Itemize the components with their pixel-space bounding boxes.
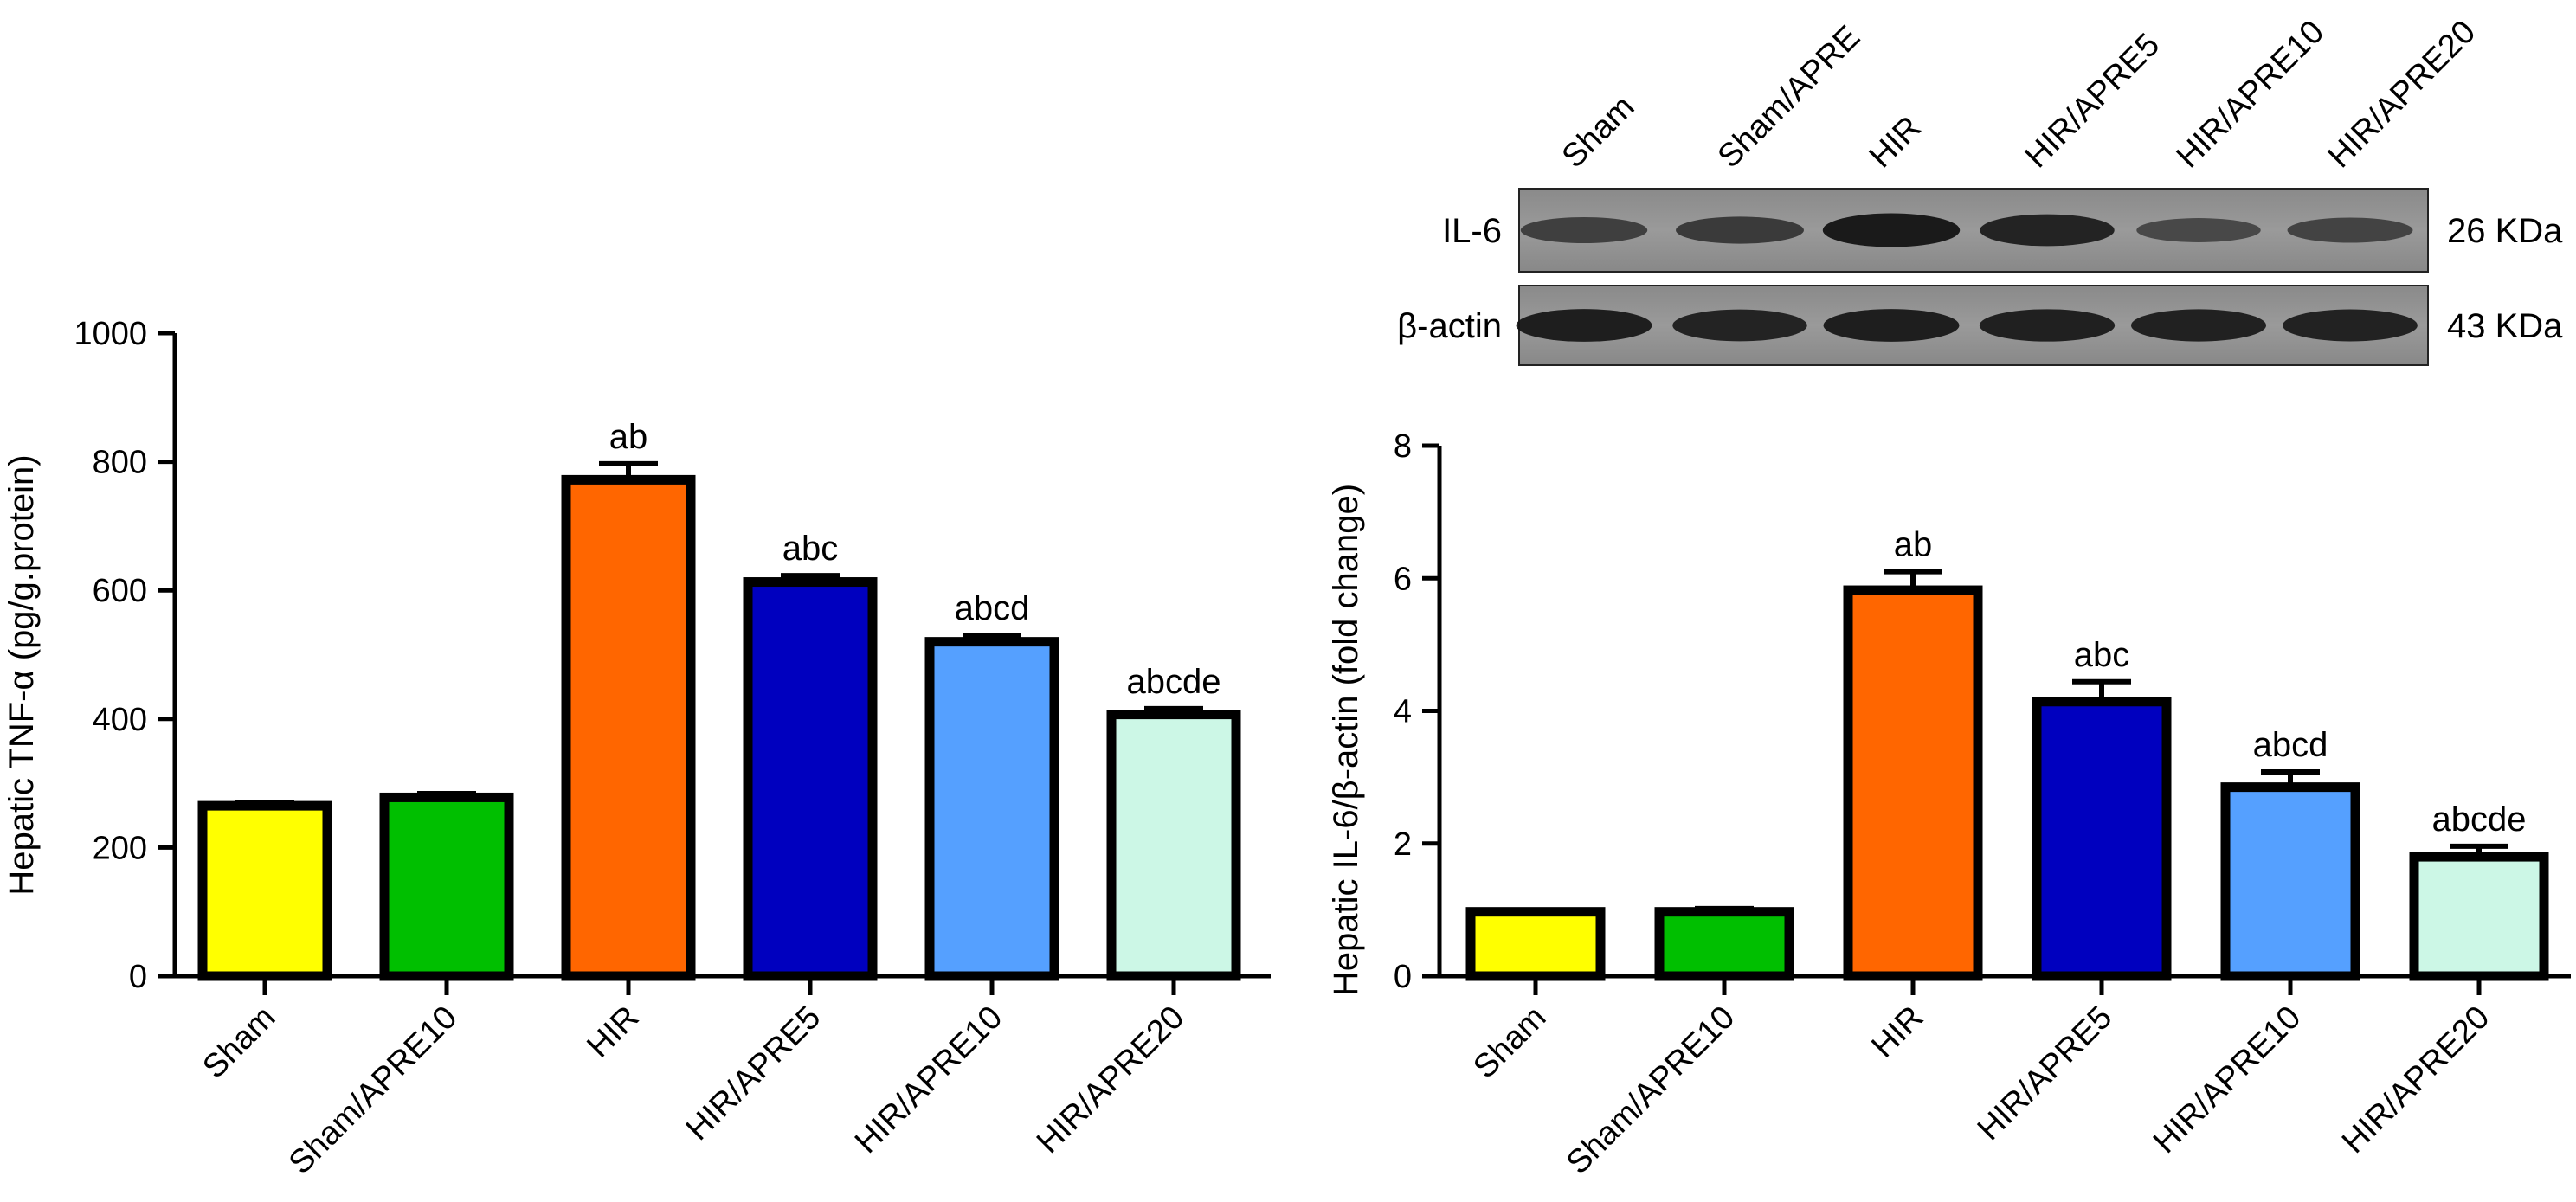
y-tick-label: 6 [1394,561,1412,597]
significance-label: abcd [2253,726,2328,764]
y-tick-label: 800 [93,445,147,481]
blot-band [1823,309,1960,342]
category-label: Sham/APRE10 [1560,1000,1742,1181]
category-label: Sham [1466,1000,1553,1086]
significance-label: ab [609,418,648,456]
lane-label: HIR/APRE5 [2019,27,2167,176]
blot-band [1672,309,1807,342]
protein-label: β-actin [1397,307,1502,345]
significance-label: abcd [955,589,1030,627]
lane-label: Sham [1555,88,1642,175]
significance-label: abc [2074,636,2130,674]
blot-band [1520,216,1648,244]
blot-band [2283,309,2418,342]
blot-strip [1518,188,2429,273]
bar-hir [1843,585,1983,981]
significance-label: abcde [2432,800,2527,839]
blot-band [1822,213,1961,247]
category-label: Sham [196,1000,282,1086]
bar-hir-apre10 [2220,782,2360,981]
category-label: HIR [1864,1000,1930,1065]
significance-label: abcde [1127,663,1221,701]
lane-label: HIR/APRE10 [2170,14,2331,175]
protein-label: IL-6 [1442,212,1502,250]
bar-sham [1465,907,1606,981]
category-label: HIR/APRE5 [679,1000,828,1148]
category-label: HIR/APRE10 [2147,1000,2308,1160]
bar-hir-apre20 [1106,710,1241,981]
lane-label: Sham/APRE [1711,19,1868,176]
bar-sham-apre10 [1654,907,1794,981]
bar-hir-apre10 [924,637,1059,981]
blot-band [2287,217,2413,243]
bar-hir [561,474,696,981]
bar-sham [197,800,332,981]
category-label: Sham/APRE10 [282,1000,464,1181]
chart-2: 0 2 4 6 8 Hepatic IL-6/β-actin (fold change) S… [1327,428,2571,1181]
blot-band [1979,309,2116,342]
y-tick-label: 200 [93,830,147,866]
y-tick-label: 600 [93,573,147,609]
significance-label: ab [1894,526,1933,564]
molecular-weight-label: 26 KDa [2447,212,2563,250]
y-tick-label: 400 [93,702,147,738]
category-label: HIR/APRE20 [1030,1000,1191,1160]
blot-band [1980,214,2115,247]
category-label: HIR/APRE10 [848,1000,1009,1160]
blot-band [1676,216,1804,244]
bar-sham-apre10 [379,792,514,981]
blot-strip [1518,285,2429,366]
category-label: HIR/APRE5 [1971,1000,2120,1148]
molecular-weight-label: 43 KDa [2447,307,2563,345]
bar-hir-apre5 [2032,697,2172,981]
chart-1: 0 200 400 600 800 1000 Hepatic TNF-α (pg/g.pro… [3,316,1271,1181]
y-tick-label: 2 [1394,826,1412,863]
y-tick-label: 0 [129,959,147,995]
lane-label: HIR/APRE20 [2322,14,2483,175]
blot-band [2130,309,2267,342]
y-tick-label: 0 [1394,959,1412,995]
significance-label: abc [782,530,839,568]
y-tick-label: 8 [1394,428,1412,465]
category-label: HIR [580,1000,646,1065]
y-axis-label: Hepatic TNF-α (pg/g.protein) [3,454,41,895]
bar-hir-apre20 [2409,852,2549,981]
blot-band [1516,309,1652,342]
category-label: HIR/APRE20 [2335,1000,2496,1160]
y-tick-label: 1000 [74,316,147,352]
bar-hir-apre5 [743,577,878,981]
y-tick-label: 4 [1394,694,1412,730]
lane-label: HIR [1863,109,1929,175]
y-axis-label: Hepatic IL-6/β-actin (fold change) [1327,484,1365,996]
blot-band [2136,218,2261,242]
